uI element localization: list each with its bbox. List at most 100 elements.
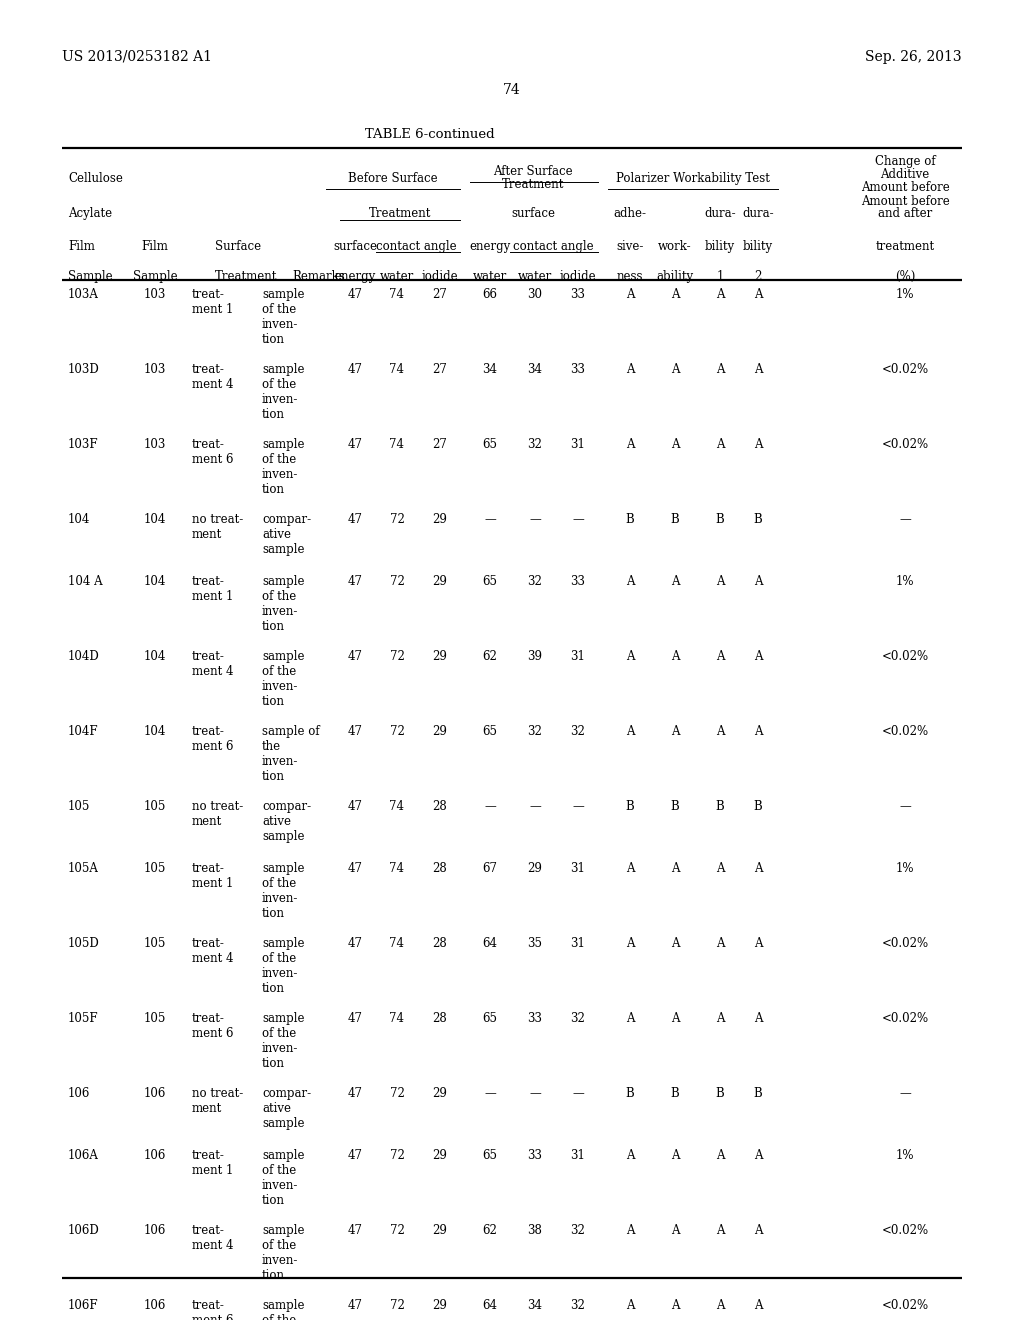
Text: A: A <box>716 363 724 376</box>
Text: 34: 34 <box>482 363 498 376</box>
Text: 29: 29 <box>432 1148 447 1162</box>
Text: 72: 72 <box>389 576 404 587</box>
Text: 47: 47 <box>347 1299 362 1312</box>
Text: sample of
the
inven-
tion: sample of the inven- tion <box>262 725 319 783</box>
Text: sample
of the
inven-
tion: sample of the inven- tion <box>262 576 304 634</box>
Text: A: A <box>716 576 724 587</box>
Text: 105: 105 <box>143 1012 166 1026</box>
Text: 47: 47 <box>347 800 362 813</box>
Text: work-: work- <box>658 240 692 253</box>
Text: 1: 1 <box>717 271 724 282</box>
Text: 104 A: 104 A <box>68 576 102 587</box>
Text: 106A: 106A <box>68 1148 99 1162</box>
Text: —: — <box>899 800 911 813</box>
Text: iodide: iodide <box>422 271 459 282</box>
Text: —: — <box>529 1086 541 1100</box>
Text: A: A <box>626 288 634 301</box>
Text: 105F: 105F <box>68 1012 98 1026</box>
Text: 29: 29 <box>432 649 447 663</box>
Text: A: A <box>716 725 724 738</box>
Text: Polarizer Workability Test: Polarizer Workability Test <box>616 172 770 185</box>
Text: treat-
ment 6: treat- ment 6 <box>193 438 233 466</box>
Text: A: A <box>671 937 679 950</box>
Text: A: A <box>716 1224 724 1237</box>
Text: A: A <box>626 1148 634 1162</box>
Text: <0.02%: <0.02% <box>882 725 929 738</box>
Text: dura-: dura- <box>705 207 736 220</box>
Text: compar-
ative
sample: compar- ative sample <box>262 513 311 556</box>
Text: —: — <box>899 513 911 525</box>
Text: treat-
ment 1: treat- ment 1 <box>193 576 233 603</box>
Text: B: B <box>626 800 635 813</box>
Text: A: A <box>754 1299 762 1312</box>
Text: Treatment: Treatment <box>369 207 431 220</box>
Text: 29: 29 <box>432 513 447 525</box>
Text: sample
of the
inven-
tion: sample of the inven- tion <box>262 937 304 995</box>
Text: 65: 65 <box>482 725 498 738</box>
Text: —: — <box>529 800 541 813</box>
Text: 72: 72 <box>389 649 404 663</box>
Text: 103F: 103F <box>68 438 98 451</box>
Text: treat-
ment 1: treat- ment 1 <box>193 288 233 315</box>
Text: Amount before: Amount before <box>860 195 949 209</box>
Text: 28: 28 <box>432 862 447 875</box>
Text: Sample: Sample <box>133 271 177 282</box>
Text: Amount before: Amount before <box>860 181 949 194</box>
Text: A: A <box>671 649 679 663</box>
Text: Sample: Sample <box>68 271 113 282</box>
Text: 72: 72 <box>389 725 404 738</box>
Text: 103: 103 <box>143 438 166 451</box>
Text: 1%: 1% <box>896 1148 914 1162</box>
Text: 106D: 106D <box>68 1224 99 1237</box>
Text: 64: 64 <box>482 937 498 950</box>
Text: sample
of the
inven-
tion: sample of the inven- tion <box>262 1224 304 1282</box>
Text: A: A <box>716 649 724 663</box>
Text: 104: 104 <box>143 513 166 525</box>
Text: treatment: treatment <box>876 240 935 253</box>
Text: 74: 74 <box>389 937 404 950</box>
Text: 105D: 105D <box>68 937 99 950</box>
Text: 66: 66 <box>482 288 498 301</box>
Text: 47: 47 <box>347 937 362 950</box>
Text: 29: 29 <box>432 725 447 738</box>
Text: 27: 27 <box>432 363 447 376</box>
Text: energy: energy <box>469 240 511 253</box>
Text: 104: 104 <box>68 513 90 525</box>
Text: —: — <box>572 513 584 525</box>
Text: and after: and after <box>878 207 932 220</box>
Text: 105A: 105A <box>68 862 99 875</box>
Text: 47: 47 <box>347 438 362 451</box>
Text: 32: 32 <box>570 1224 586 1237</box>
Text: Film: Film <box>141 240 168 253</box>
Text: 74: 74 <box>503 83 521 96</box>
Text: A: A <box>754 1012 762 1026</box>
Text: ness: ness <box>616 271 643 282</box>
Text: 31: 31 <box>570 1148 586 1162</box>
Text: A: A <box>671 1299 679 1312</box>
Text: A: A <box>626 649 634 663</box>
Text: A: A <box>754 725 762 738</box>
Text: A: A <box>626 1224 634 1237</box>
Text: 103: 103 <box>143 363 166 376</box>
Text: 104: 104 <box>143 725 166 738</box>
Text: sample
of the
inven-
tion: sample of the inven- tion <box>262 1012 304 1071</box>
Text: (%): (%) <box>895 271 915 282</box>
Text: 33: 33 <box>570 576 586 587</box>
Text: A: A <box>626 1012 634 1026</box>
Text: A: A <box>716 1012 724 1026</box>
Text: <0.02%: <0.02% <box>882 1012 929 1026</box>
Text: —: — <box>572 1086 584 1100</box>
Text: A: A <box>626 862 634 875</box>
Text: 28: 28 <box>432 1012 447 1026</box>
Text: treat-
ment 4: treat- ment 4 <box>193 363 233 391</box>
Text: 74: 74 <box>389 800 404 813</box>
Text: A: A <box>716 438 724 451</box>
Text: 2: 2 <box>755 271 762 282</box>
Text: B: B <box>626 1086 635 1100</box>
Text: <0.02%: <0.02% <box>882 649 929 663</box>
Text: sample
of the
inven-
tion: sample of the inven- tion <box>262 288 304 346</box>
Text: A: A <box>716 1299 724 1312</box>
Text: contact angle: contact angle <box>513 240 593 253</box>
Text: 32: 32 <box>570 725 586 738</box>
Text: Additive: Additive <box>881 168 930 181</box>
